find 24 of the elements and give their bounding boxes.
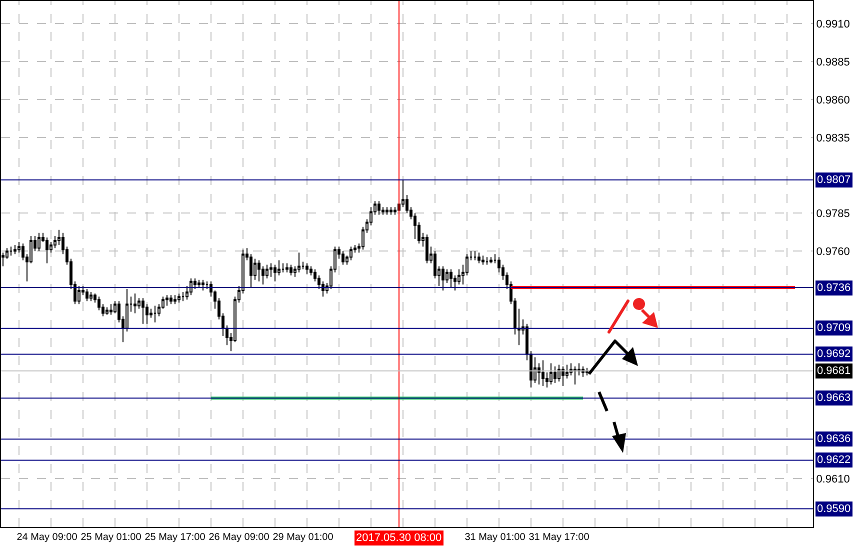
ref-line-label: 0.9590 [817, 503, 851, 515]
x-tick-label: 26 May 09:00 [208, 532, 270, 543]
x-tick-label: 24 May 09:00 [16, 532, 78, 543]
y-tick-label: 0.9760 [816, 246, 850, 258]
ref-line-label: 0.9681 [817, 365, 851, 377]
ref-line-label: 0.9807 [817, 174, 851, 186]
x-tick-label: 25 May 01:00 [80, 532, 142, 543]
y-tick-label: 0.9610 [816, 473, 850, 486]
x-tick-label: 2017.05.30 08:00 [356, 532, 442, 544]
x-tick-label: 29 May 01:00 [272, 532, 334, 543]
x-tick-label: 31 May 01:00 [464, 532, 526, 543]
ref-line-label: 0.9709 [817, 322, 851, 334]
y-tick-label: 0.9835 [816, 132, 850, 144]
ref-line-label: 0.9663 [817, 392, 851, 404]
y-tick-label: 0.9785 [816, 208, 850, 220]
ref-line-label: 0.9636 [817, 433, 851, 445]
y-tick-label: 0.9910 [816, 18, 850, 31]
y-tick-label: 0.9860 [816, 94, 850, 106]
ref-line-label: 0.9736 [817, 282, 851, 294]
ref-line-label: 0.9692 [817, 348, 851, 360]
y-tick-label: 0.9885 [816, 56, 850, 68]
x-tick-label: 31 May 17:00 [528, 532, 590, 543]
ref-line-label: 0.9622 [817, 454, 851, 466]
x-tick-label: 25 May 17:00 [144, 532, 206, 543]
